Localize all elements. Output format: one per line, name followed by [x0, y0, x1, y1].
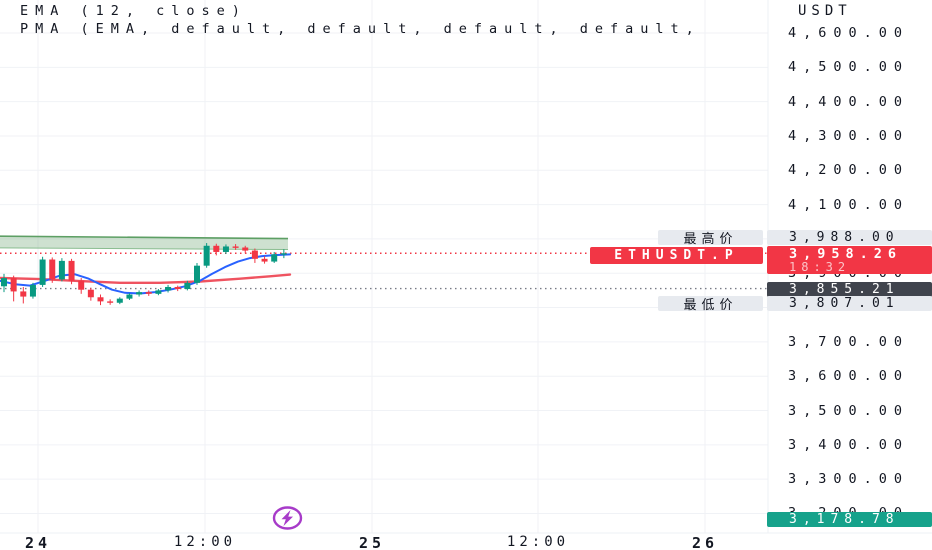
low-price-label: 最低价	[658, 295, 763, 313]
y-axis-tick: 4,100.00	[788, 196, 910, 213]
x-axis-tick: 12:00	[506, 534, 570, 550]
y-axis-tick: 3,500.00	[788, 402, 910, 419]
y-axis-tick: 3,400.00	[788, 436, 910, 453]
indicator-legend-pma[interactable]: PMA (EMA, default, default, default, def…	[20, 21, 701, 37]
y-axis-tick: 4,200.00	[788, 162, 910, 179]
flash-icon	[281, 510, 293, 526]
time-axis[interactable]: 24 12:00 25 12:00 26	[0, 534, 932, 550]
symbol-price-line-label[interactable]: ETHUSDT.P	[590, 246, 763, 264]
y-axis-tick: 3,300.00	[788, 471, 910, 488]
bar-countdown: 18:32	[789, 260, 851, 275]
y-axis-tick: 3,700.00	[788, 333, 910, 350]
high-price-value: 3,988.00	[767, 229, 932, 245]
currency-label: USDT	[798, 3, 852, 19]
x-axis-tick: 12:00	[173, 534, 237, 550]
mid-level-badge: 3,855.21	[767, 281, 932, 297]
bottom-level-badge: 3,178.78	[767, 512, 932, 528]
flash-button[interactable]	[270, 504, 305, 533]
last-price-badge: 3,958.26 18:32	[767, 246, 932, 275]
x-axis-tick: 26	[691, 534, 719, 550]
high-price-label: 最高价	[658, 229, 763, 247]
y-axis-tick: 4,600.00	[788, 25, 910, 41]
x-axis-tick: 24	[24, 534, 52, 550]
y-axis-tick: 4,300.00	[788, 127, 910, 144]
low-price-value: 3,807.01	[767, 295, 932, 311]
indicator-legend-ema[interactable]: EMA (12, close)	[20, 3, 247, 19]
last-price-value: 3,958.26	[789, 246, 903, 263]
y-axis-tick: 4,500.00	[788, 59, 910, 76]
y-axis-tick: 3,600.00	[788, 368, 910, 385]
x-axis-tick: 25	[358, 534, 386, 550]
flash-icon-circle	[272, 506, 303, 530]
y-axis-tick: 4,400.00	[788, 93, 910, 110]
